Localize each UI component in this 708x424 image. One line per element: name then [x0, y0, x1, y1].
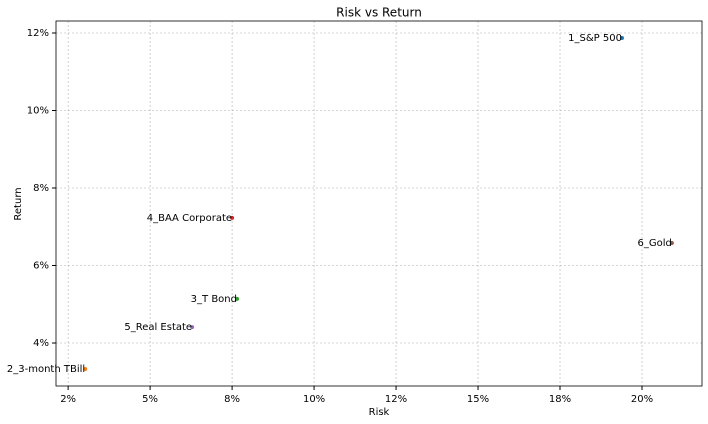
x-tick-label: 2% — [60, 394, 76, 405]
x-tick-label: 8% — [224, 394, 240, 405]
point — [619, 36, 624, 41]
y-tick-label: 4% — [33, 338, 49, 349]
plot-frame — [55, 20, 703, 387]
point — [669, 241, 674, 246]
x-axis-label: Risk — [369, 407, 390, 418]
x-tick-label: 18% — [549, 394, 571, 405]
point — [230, 215, 235, 220]
y-tick-label: 8% — [33, 183, 49, 194]
point — [83, 366, 88, 371]
x-tick-label: 5% — [142, 394, 158, 405]
point — [190, 325, 195, 330]
point-label: 3_T Bond — [191, 294, 237, 305]
x-tick-label: 12% — [385, 394, 407, 405]
point-label: 6_Gold — [637, 238, 671, 249]
y-tick-label: 6% — [33, 260, 49, 271]
x-tick-label: 15% — [467, 394, 489, 405]
x-tick-label: 20% — [631, 394, 653, 405]
y-tick-label: 10% — [27, 106, 49, 117]
point-label: 4_BAA Corporate — [147, 213, 232, 224]
point-label: 1_S&P 500 — [568, 33, 622, 44]
point-label: 2_3-month TBill — [7, 364, 85, 375]
point — [235, 296, 240, 301]
y-tick-label: 12% — [27, 28, 49, 39]
y-axis-label: Return — [13, 187, 24, 220]
chart-title: Risk vs Return — [336, 6, 422, 20]
x-tick-label: 10% — [303, 394, 325, 405]
point-label: 5_Real Estate — [124, 322, 192, 333]
